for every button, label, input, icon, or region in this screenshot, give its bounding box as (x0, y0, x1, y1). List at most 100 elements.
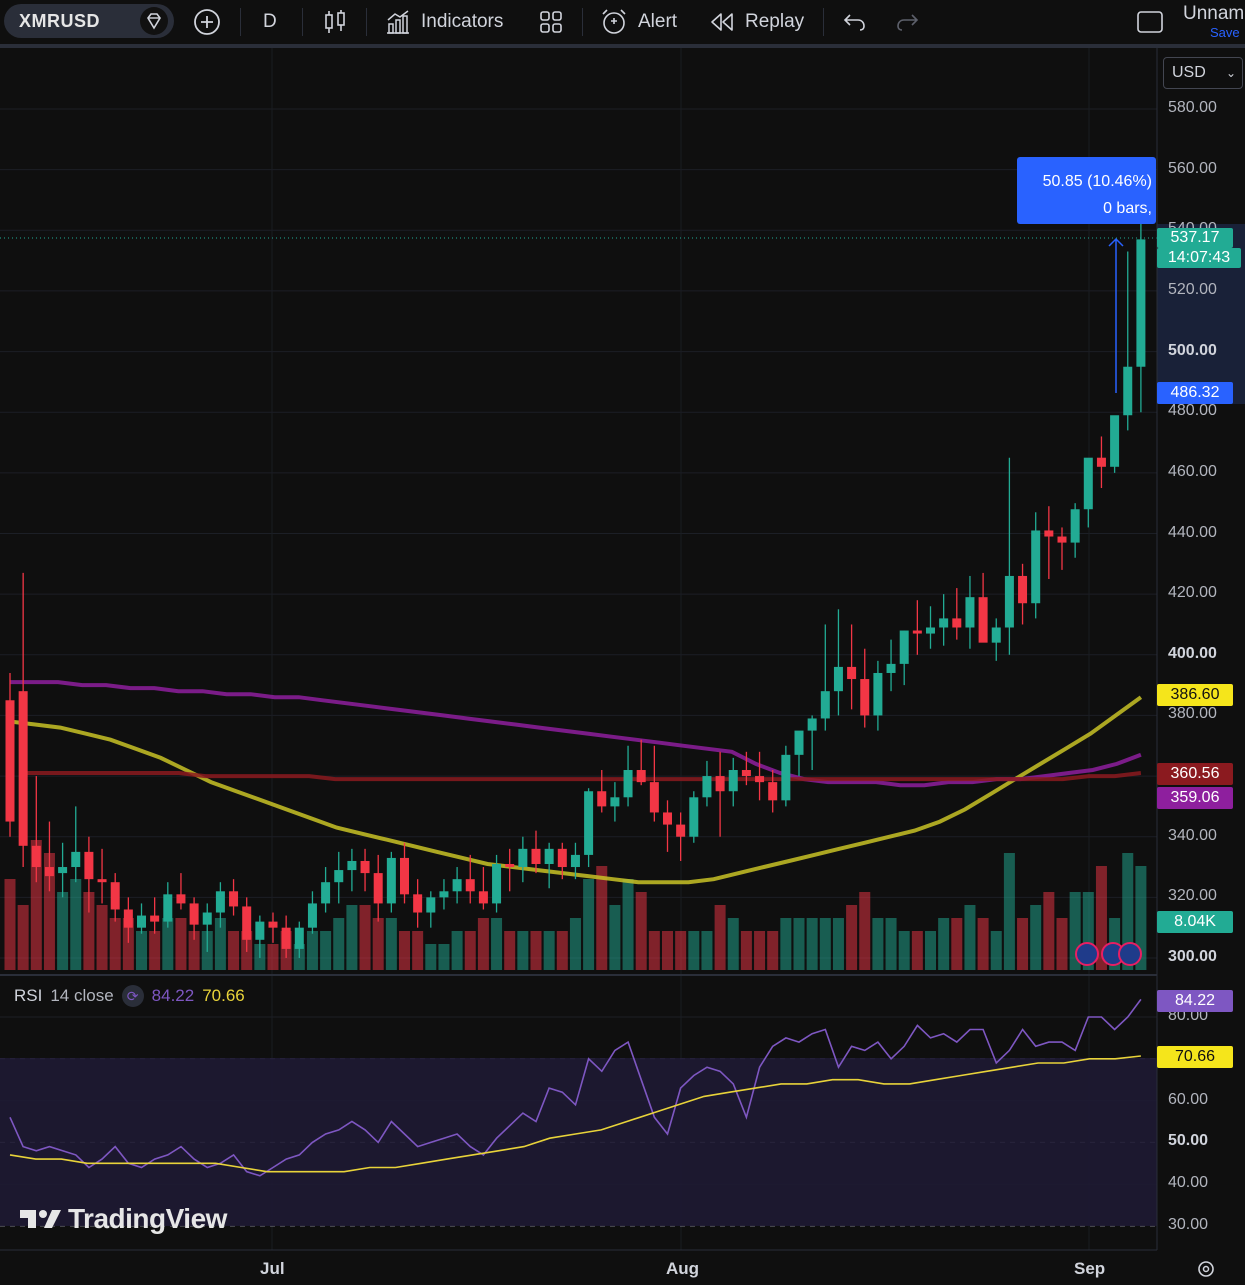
volume-bar (556, 931, 568, 970)
candle-body (1136, 239, 1146, 367)
volume-bar (688, 931, 700, 970)
candle-body (229, 891, 239, 907)
volume-bar (583, 879, 595, 970)
volume-bars (4, 840, 1147, 970)
volume-bar (359, 905, 371, 970)
layout-name[interactable]: Unnam (1183, 3, 1245, 24)
candle-body (1096, 457, 1106, 467)
fullscreen-square-icon[interactable] (1136, 0, 1164, 44)
candle-body (426, 897, 436, 913)
measure-change: 50.85 (10.46%) (1042, 173, 1152, 190)
candle-body (663, 812, 672, 825)
candles-icon[interactable] (323, 0, 347, 44)
us-flag-icon (1075, 942, 1099, 966)
volume-bar (714, 905, 726, 970)
candle-body (294, 927, 304, 949)
volume-bar (346, 905, 358, 970)
volume-bar (609, 905, 621, 970)
undo-icon[interactable] (842, 0, 868, 44)
candle-body (1031, 530, 1041, 604)
rsi-value-label: 84.22 (1157, 990, 1233, 1012)
volume-bar (675, 931, 687, 970)
candle-body (413, 894, 423, 913)
layouts-grid-icon[interactable] (538, 0, 564, 44)
candle-body (597, 791, 607, 807)
save-link[interactable]: Save (1210, 25, 1240, 40)
candle-body (768, 782, 778, 801)
rsi-params: 14 close (50, 986, 114, 1005)
candle-body (689, 797, 699, 837)
volume-label: 8.04K (1157, 911, 1233, 933)
volume-bar (1017, 918, 1029, 970)
chevron-down-icon: ⌄ (1225, 66, 1236, 80)
candle-body (926, 627, 935, 634)
volume-bar (372, 918, 384, 970)
alert-label: Alert (638, 11, 678, 32)
volume-bar (701, 931, 713, 970)
candle-body (58, 867, 68, 874)
indicators-button[interactable]: Indicators (385, 0, 503, 44)
price-tick: 560.00 (1168, 159, 1217, 177)
candle-body (847, 666, 857, 680)
candle-body (202, 912, 212, 925)
volume-bar (1082, 892, 1094, 970)
toolbar-divider (823, 8, 824, 36)
candle-body (386, 857, 396, 904)
symbol-search-button[interactable]: XMRUSD (4, 4, 174, 38)
rsi-ma-line (9, 1055, 1141, 1173)
volume-bar (977, 918, 989, 970)
rsi-name: RSI (14, 986, 43, 1005)
candle-body (833, 666, 843, 692)
volume-bar (109, 918, 121, 970)
volume-bar (885, 918, 897, 970)
rsi-tick: 30.00 (1168, 1216, 1209, 1233)
candle-body (636, 770, 646, 783)
refresh-icon: ⟳ (121, 985, 144, 1007)
ma-line (23, 771, 1142, 782)
candle-body (1018, 575, 1028, 604)
countdown-label: 14:07:43 (1157, 248, 1241, 268)
interval-button[interactable]: D (263, 11, 277, 32)
replay-button[interactable]: Replay (709, 0, 804, 44)
candle-body (110, 882, 120, 910)
volume-bar (17, 905, 29, 970)
alert-button[interactable]: Alert (600, 0, 677, 44)
rsi-ma-value-label: 70.66 (1157, 1046, 1233, 1068)
volume-bar (412, 931, 424, 970)
candle-body (702, 776, 712, 798)
candle-body (1004, 575, 1014, 628)
volume-bar (425, 944, 437, 970)
candle-body (649, 782, 659, 813)
indicators-label: Indicators (421, 11, 504, 32)
candle-body (1123, 366, 1133, 416)
candle-body (97, 879, 107, 883)
volume-bar (399, 931, 410, 970)
toolbar-divider (582, 8, 583, 36)
volume-bar (951, 918, 963, 970)
indicators-icon (387, 10, 409, 34)
candle-body (5, 700, 15, 822)
candle-body (741, 770, 751, 777)
candle-body (1070, 509, 1080, 543)
candle-body (478, 891, 488, 904)
rsi-legend[interactable]: RSI 14 close ⟳ 84.22 70.66 (14, 985, 245, 1007)
currency-select[interactable]: USD ⌄ (1163, 57, 1243, 89)
redo-icon[interactable] (894, 0, 920, 44)
candle-body (439, 891, 449, 898)
volume-bar (83, 892, 95, 970)
compare-add-icon[interactable] (192, 0, 222, 44)
rsi-line (9, 998, 1142, 1177)
ma-line (10, 680, 1142, 788)
volume-bar (990, 931, 1002, 970)
volume-bar (846, 905, 858, 970)
volume-bar (622, 879, 634, 970)
volume-bar (57, 892, 69, 970)
volume-bar (819, 918, 831, 970)
candle-body (307, 903, 317, 928)
volume-bar (4, 879, 16, 970)
volume-bar (1135, 866, 1147, 970)
settings-gear-icon[interactable] (1195, 1258, 1217, 1285)
volume-bar (188, 931, 200, 970)
candle-body (952, 618, 962, 628)
